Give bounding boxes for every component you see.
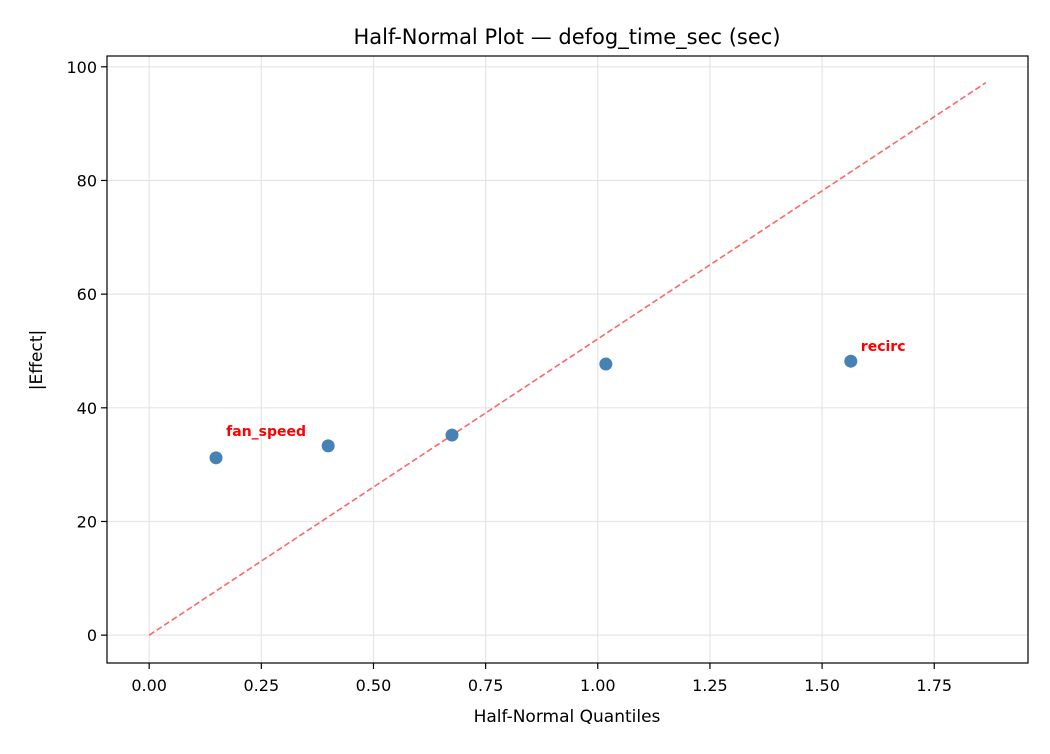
point-label: fan_speed xyxy=(226,424,306,440)
x-tick-label: 1.50 xyxy=(804,676,840,695)
x-tick-label: 0.75 xyxy=(468,676,504,695)
y-tick-label: 80 xyxy=(77,171,97,190)
data-point xyxy=(599,357,613,371)
data-point xyxy=(321,439,335,453)
data-point xyxy=(445,428,459,442)
reference-line xyxy=(148,82,987,636)
y-tick-label: 100 xyxy=(66,58,97,77)
grid xyxy=(107,56,1028,663)
x-tick-label: 1.75 xyxy=(916,676,952,695)
x-tick-label: 1.25 xyxy=(692,676,728,695)
y-axis-ticks: 0 20 40 60 80 100 xyxy=(66,58,107,645)
x-tick-label: 0.50 xyxy=(356,676,392,695)
y-tick-label: 0 xyxy=(87,626,97,645)
x-tick-label: 0.00 xyxy=(131,676,167,695)
chart-title: Half-Normal Plot — defog_time_sec (sec) xyxy=(353,25,780,50)
y-axis-label: |Effect| xyxy=(27,330,47,390)
data-point xyxy=(844,354,858,368)
x-axis-ticks: 0.00 0.25 0.50 0.75 1.00 1.25 1.50 1.75 xyxy=(131,663,952,695)
point-labels: fan_speed recirc xyxy=(226,339,905,440)
data-point xyxy=(209,451,223,465)
x-tick-label: 1.00 xyxy=(580,676,616,695)
plot-frame xyxy=(106,55,1029,664)
x-tick-label: 0.25 xyxy=(244,676,280,695)
y-tick-label: 40 xyxy=(77,399,97,418)
x-axis-label: Half-Normal Quantiles xyxy=(474,707,661,727)
data-points xyxy=(209,354,858,465)
point-label: recirc xyxy=(861,339,906,355)
y-tick-label: 60 xyxy=(77,285,97,304)
y-tick-label: 20 xyxy=(77,512,97,531)
